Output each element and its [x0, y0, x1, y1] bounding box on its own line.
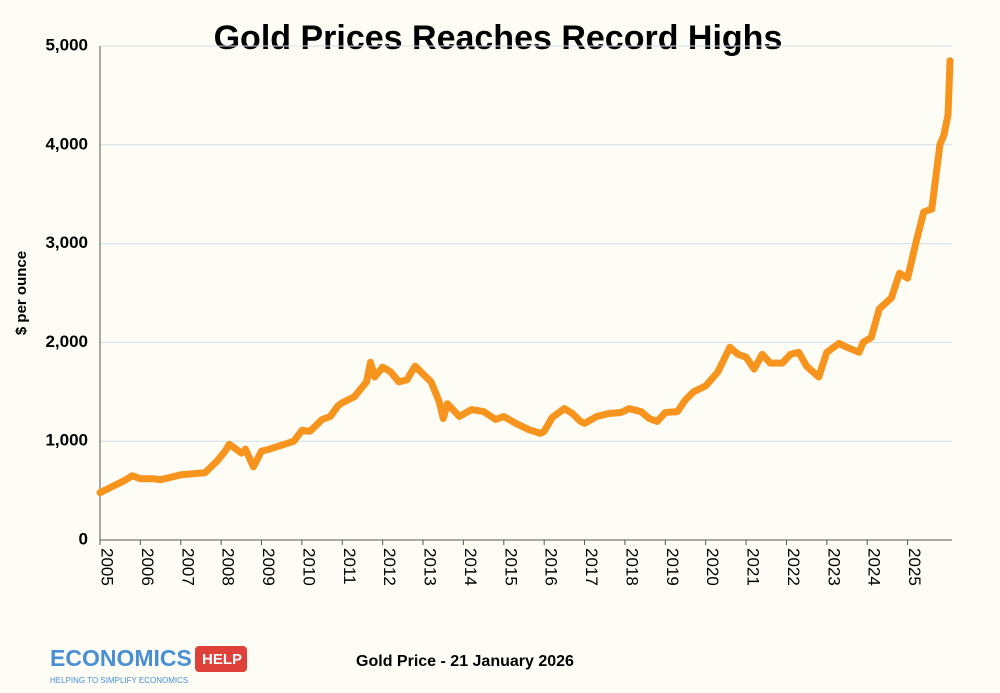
x-tick-label: 2010 — [299, 548, 318, 586]
x-tick-label: 2009 — [259, 548, 278, 586]
x-tick-label: 2025 — [905, 548, 924, 586]
x-tick-label: 2022 — [784, 548, 803, 586]
logo-tagline: HELPING TO SIMPLIFY ECONOMICS — [50, 676, 188, 685]
x-tick-label: 2023 — [824, 548, 843, 586]
x-tick-label: 2007 — [178, 548, 197, 586]
x-tick-label: 2008 — [219, 548, 238, 586]
logo-tag-bg — [195, 646, 247, 672]
x-tick-label: 2012 — [380, 548, 399, 586]
x-tick-label: 2020 — [703, 548, 722, 586]
x-tick-label: 2019 — [663, 548, 682, 586]
y-tick-label: 4,000 — [45, 134, 88, 153]
x-tick-label: 2017 — [582, 548, 601, 586]
price-line — [96, 57, 954, 497]
logo: ECONOMICS HELP HELPING TO SIMPLIFY ECONO… — [50, 645, 247, 685]
y-tick-label: 0 — [79, 529, 88, 548]
x-tick-label: 2024 — [865, 548, 884, 586]
y-axis-label: $ per ounce — [13, 251, 30, 335]
logo-tag: HELP — [202, 651, 242, 668]
chart-title: Gold Prices Reaches Record Highs — [214, 19, 783, 57]
y-tick-label: 2,000 — [45, 332, 88, 351]
y-tick-label: 3,000 — [45, 233, 88, 252]
x-tick-label: 2015 — [501, 548, 520, 586]
caption: Gold Price - 21 January 2026 — [356, 653, 574, 670]
x-tick-label: 2005 — [98, 548, 117, 586]
y-tick-label: 5,000 — [45, 35, 88, 54]
y-tick-label: 1,000 — [45, 431, 88, 450]
x-tick-label: 2021 — [744, 548, 763, 586]
x-tick-label: 2013 — [421, 548, 440, 586]
x-tick-label: 2018 — [622, 548, 641, 586]
x-tick-label: 2011 — [340, 548, 359, 585]
x-tick-label: 2016 — [542, 548, 561, 586]
x-tick-label: 2014 — [461, 548, 480, 586]
logo-text: ECONOMICS — [50, 645, 192, 671]
x-tick-label: 2006 — [138, 548, 157, 586]
